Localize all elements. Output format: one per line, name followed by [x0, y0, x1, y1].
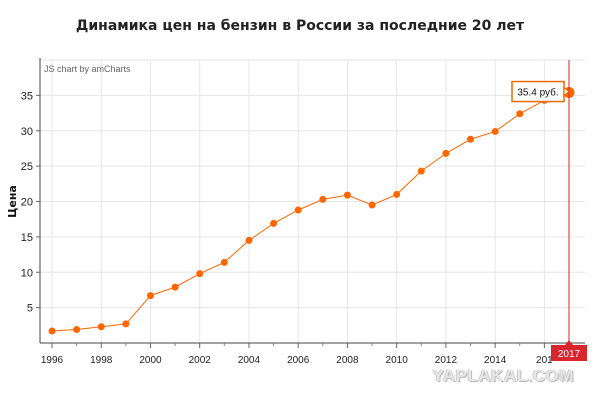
- data-point: [245, 236, 253, 244]
- y-tick-label: 10: [21, 267, 33, 279]
- data-point: [97, 323, 105, 331]
- data-point: [319, 195, 327, 203]
- chart-title: Динамика цен на бензин в России за после…: [75, 18, 525, 34]
- y-axis-ticks: 5 10 15 20 25 30 35: [21, 90, 40, 315]
- y-tick-label: 25: [21, 161, 33, 173]
- x-tick-label: 2008: [336, 355, 359, 366]
- cursor-x-badge: 2017: [551, 340, 587, 361]
- cursor-x-label: 2017: [558, 349, 581, 360]
- series-line: [51, 92, 570, 332]
- data-point: [491, 127, 499, 135]
- y-tick-label: 20: [21, 197, 33, 209]
- y-tick-label: 15: [21, 232, 33, 244]
- x-tick-label: 2006: [287, 355, 310, 366]
- y-axis-label: Цена: [6, 185, 19, 218]
- x-tick-label: 2014: [484, 355, 507, 366]
- data-point: [417, 167, 425, 175]
- value-balloon: 35.4 руб.: [511, 80, 570, 103]
- data-point: [48, 327, 56, 335]
- y-tick-label: 35: [21, 90, 33, 102]
- balloon-text: 35.4 руб.: [517, 87, 558, 99]
- data-point: [442, 149, 450, 157]
- chart-credit[interactable]: JS chart by amCharts: [44, 64, 131, 74]
- watermark: YAPLAKAL.COM: [432, 366, 574, 385]
- y-tick-label: 30: [21, 126, 33, 138]
- data-point: [146, 292, 154, 300]
- x-tick-label: 1998: [90, 355, 113, 366]
- data-point: [343, 191, 351, 199]
- balloon-pointer: [563, 86, 570, 97]
- data-point: [220, 258, 228, 266]
- data-point: [171, 283, 179, 291]
- data-point: [294, 206, 302, 214]
- data-point: [270, 219, 278, 227]
- data-point: [73, 326, 81, 334]
- x-axis-ticks: 1996 1998 2000 2002 2004 2006 2008 2010 2012 2014…: [41, 343, 553, 366]
- x-tick-label: 2010: [386, 355, 409, 366]
- data-point: [122, 320, 130, 328]
- grid-lines: [40, 59, 585, 343]
- data-point: [467, 135, 475, 143]
- x-tick-label: 2002: [189, 355, 212, 366]
- x-tick-label: 2000: [139, 355, 162, 366]
- data-point: [196, 270, 204, 278]
- x-tick-label: 1996: [41, 355, 64, 366]
- x-tick-label: 2012: [435, 355, 458, 366]
- data-point: [516, 110, 524, 118]
- x-tick-label: 2004: [238, 355, 261, 366]
- y-tick-label: 5: [27, 303, 33, 315]
- cursor-badge-pointer: [565, 340, 573, 345]
- x-tick-label: 201: [536, 355, 553, 366]
- data-point: [368, 201, 376, 209]
- cursor-badge-box: [551, 345, 587, 361]
- data-point: [393, 190, 401, 198]
